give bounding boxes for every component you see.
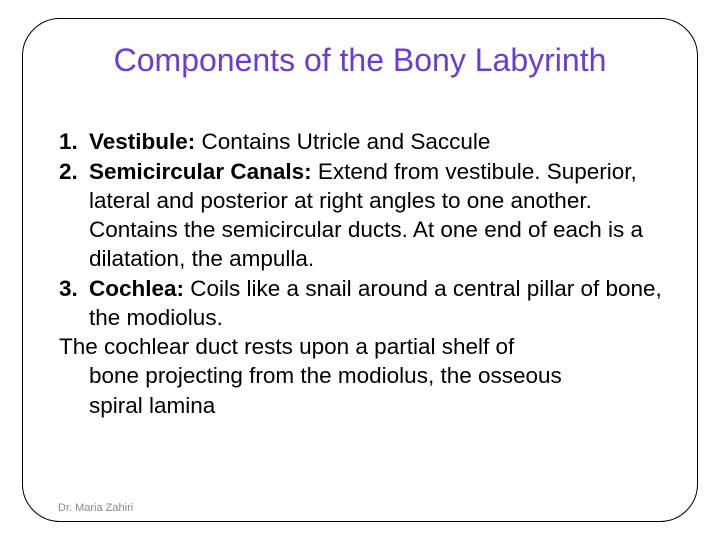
slide-frame: Components of the Bony Labyrinth 1. Vest… bbox=[22, 18, 698, 522]
list-item: 1. Vestibule: Contains Utricle and Saccu… bbox=[59, 127, 667, 156]
list-text: Cochlea: Coils like a snail around a cen… bbox=[89, 274, 667, 333]
list-text: Vestibule: Contains Utricle and Saccule bbox=[89, 127, 667, 156]
paragraph-line: bone projecting from the modiolus, the o… bbox=[59, 361, 667, 390]
list-heading: Semicircular Canals: bbox=[89, 159, 312, 184]
list-heading: Cochlea: bbox=[89, 276, 184, 301]
paragraph-line: The cochlear duct rests upon a partial s… bbox=[59, 332, 667, 361]
list-text: Semicircular Canals: Extend from vestibu… bbox=[89, 157, 667, 274]
list-number: 1. bbox=[59, 127, 89, 156]
slide-content: 1. Vestibule: Contains Utricle and Saccu… bbox=[53, 127, 667, 420]
paragraph: The cochlear duct rests upon a partial s… bbox=[59, 332, 667, 420]
slide-title: Components of the Bony Labyrinth bbox=[53, 41, 667, 79]
list-item: 3. Cochlea: Coils like a snail around a … bbox=[59, 274, 667, 333]
list-number: 2. bbox=[59, 157, 89, 274]
list-heading: Vestibule: bbox=[89, 129, 195, 154]
list-body: Contains Utricle and Saccule bbox=[195, 129, 490, 154]
paragraph-line: spiral lamina bbox=[59, 391, 667, 420]
list-number: 3. bbox=[59, 274, 89, 333]
attribution: Dr. Maria Zahiri bbox=[58, 502, 133, 514]
list-item: 2. Semicircular Canals: Extend from vest… bbox=[59, 157, 667, 274]
